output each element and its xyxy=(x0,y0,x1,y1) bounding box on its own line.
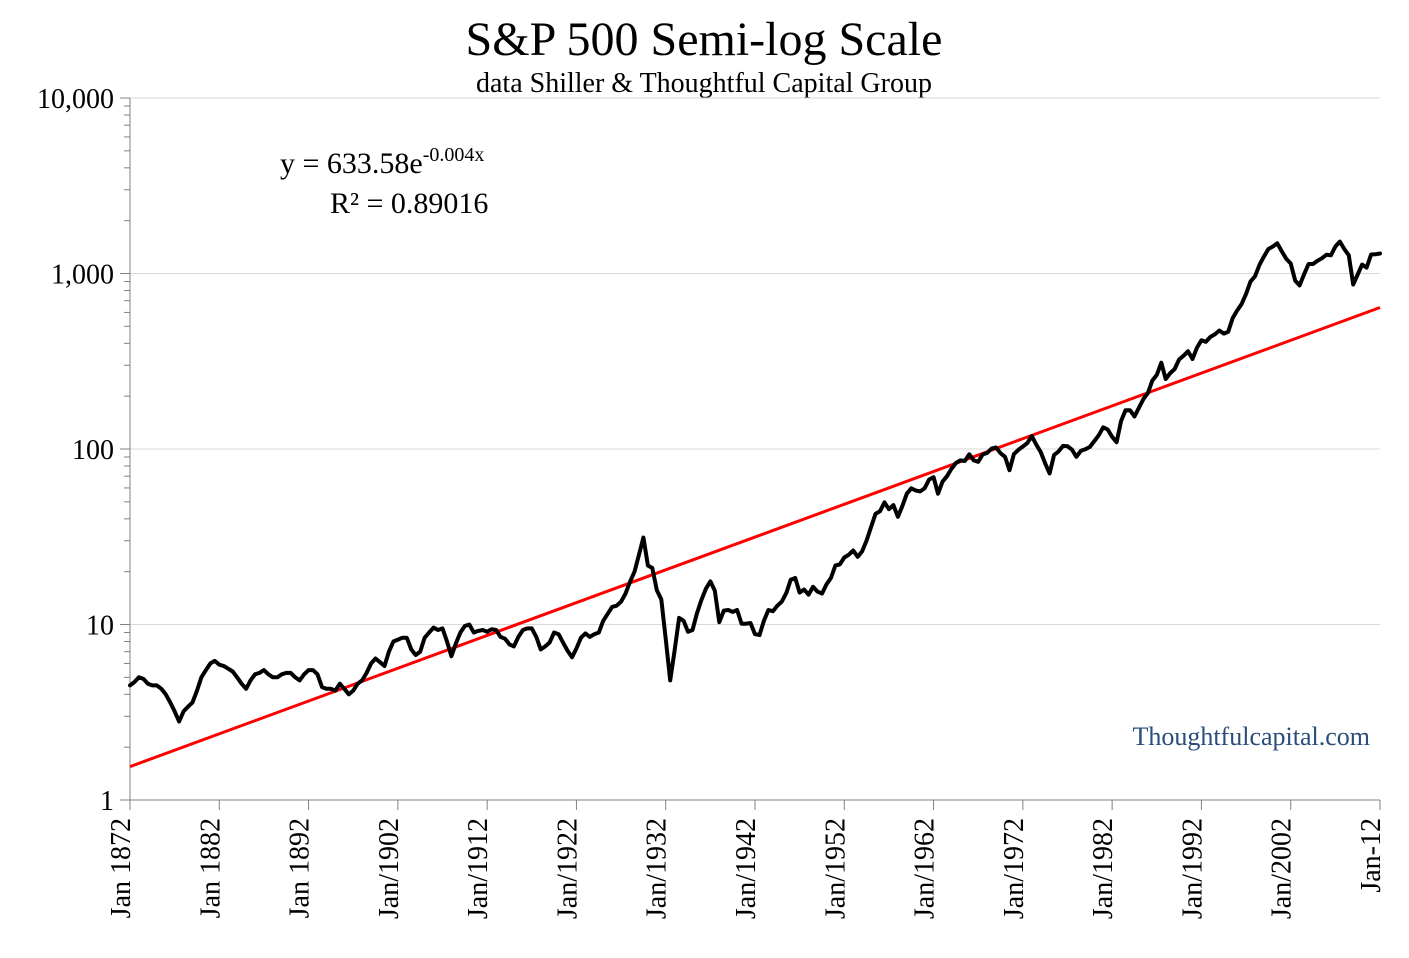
x-tick-label: Jan-12 xyxy=(1356,818,1387,893)
x-tick-label: Jan/1902 xyxy=(374,818,405,919)
y-tick-label: 10 xyxy=(86,611,114,642)
grid-lines xyxy=(124,98,1380,800)
chart-container: S&P 500 Semi-log Scale data Shiller & Th… xyxy=(0,0,1409,958)
x-tick-label: Jan 1882 xyxy=(195,818,226,918)
x-tick-label: Jan/1992 xyxy=(1177,818,1208,919)
trend-line xyxy=(130,308,1380,767)
chart-title: S&P 500 Semi-log Scale xyxy=(466,13,943,66)
x-tick-label: Jan/1932 xyxy=(642,818,673,919)
y-axis-ticks: 1 10 100 1,000 10,000 xyxy=(37,84,130,817)
chart-svg: S&P 500 Semi-log Scale data Shiller & Th… xyxy=(0,0,1409,958)
y-tick-label: 100 xyxy=(72,435,114,466)
x-tick-label: Jan/1922 xyxy=(552,818,583,919)
x-tick-label: Jan/1982 xyxy=(1088,818,1119,919)
equation-line-1: y = 633.58e-0.004x xyxy=(280,144,484,180)
x-tick-label: Jan 1872 xyxy=(106,818,137,918)
chart-subtitle: data Shiller & Thoughtful Capital Group xyxy=(476,68,932,99)
x-tick-label: Jan 1892 xyxy=(285,818,316,918)
x-tick-label: Jan/2002 xyxy=(1267,818,1298,919)
x-tick-label: Jan/1972 xyxy=(999,818,1030,919)
y-tick-label: 1 xyxy=(100,786,114,817)
x-tick-label: Jan/1962 xyxy=(910,818,941,919)
x-tick-label: Jan/1912 xyxy=(463,818,494,919)
data-series-line xyxy=(130,242,1380,722)
x-axis-ticks: Jan 1872 Jan 1882 Jan 1892 Jan/1902 Jan/1912… xyxy=(106,800,1387,919)
x-tick-label: Jan/1942 xyxy=(731,818,762,919)
equation-line-2: R² = 0.89016 xyxy=(330,187,488,220)
y-tick-label: 1,000 xyxy=(51,260,114,291)
y-tick-label: 10,000 xyxy=(37,84,114,115)
x-tick-label: Jan/1952 xyxy=(820,818,851,919)
attribution-label: Thoughtfulcapital.com xyxy=(1132,722,1370,751)
